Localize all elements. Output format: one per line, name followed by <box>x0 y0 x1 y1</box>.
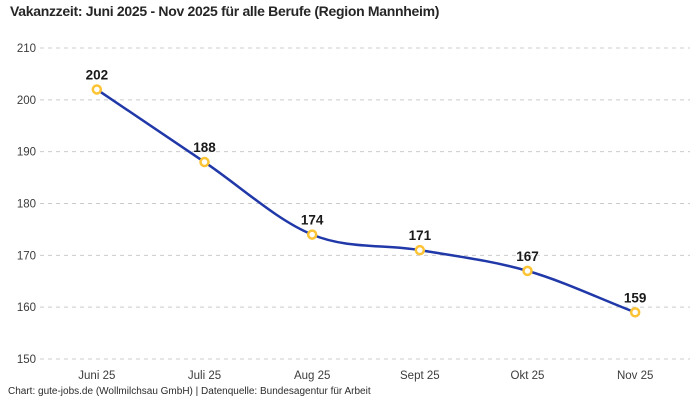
chart-title: Vakanzzeit: Juni 2025 - Nov 2025 für all… <box>10 3 440 19</box>
data-point-marker <box>199 156 210 168</box>
chart-attribution: Chart: gute-jobs.de (Wollmilchsau GmbH) … <box>8 386 371 397</box>
y-axis-tick-label: 170 <box>17 250 36 262</box>
data-point-label: 174 <box>301 213 324 228</box>
x-axis-tick-label: Aug 25 <box>294 370 330 382</box>
y-axis-tick-label: 150 <box>17 354 36 366</box>
data-point-label: 188 <box>193 140 216 155</box>
y-axis-tick-label: 200 <box>17 95 36 107</box>
data-point-marker <box>414 244 426 256</box>
data-point-marker <box>91 84 103 95</box>
data-point-label: 171 <box>409 228 432 243</box>
data-point-label: 167 <box>516 249 539 264</box>
data-point-marker <box>306 229 318 240</box>
y-axis-tick-label: 160 <box>17 302 36 314</box>
data-point-marker <box>522 265 533 277</box>
data-point-label: 202 <box>86 67 109 82</box>
y-axis-tick-label: 180 <box>17 199 36 211</box>
x-axis-tick-label: Juni 25 <box>78 370 115 382</box>
y-axis-tick-label: 190 <box>17 147 36 159</box>
data-point-marker <box>629 307 641 318</box>
x-axis-tick-label: Sept 25 <box>400 370 440 382</box>
x-axis-tick-label: Nov 25 <box>617 370 653 382</box>
trend-line <box>95 88 637 314</box>
data-point-label: 159 <box>624 290 647 305</box>
y-axis-tick-label: 210 <box>17 43 36 55</box>
x-axis-tick-label: Juli 25 <box>188 370 221 382</box>
x-axis-tick-label: Okt 25 <box>511 370 545 382</box>
